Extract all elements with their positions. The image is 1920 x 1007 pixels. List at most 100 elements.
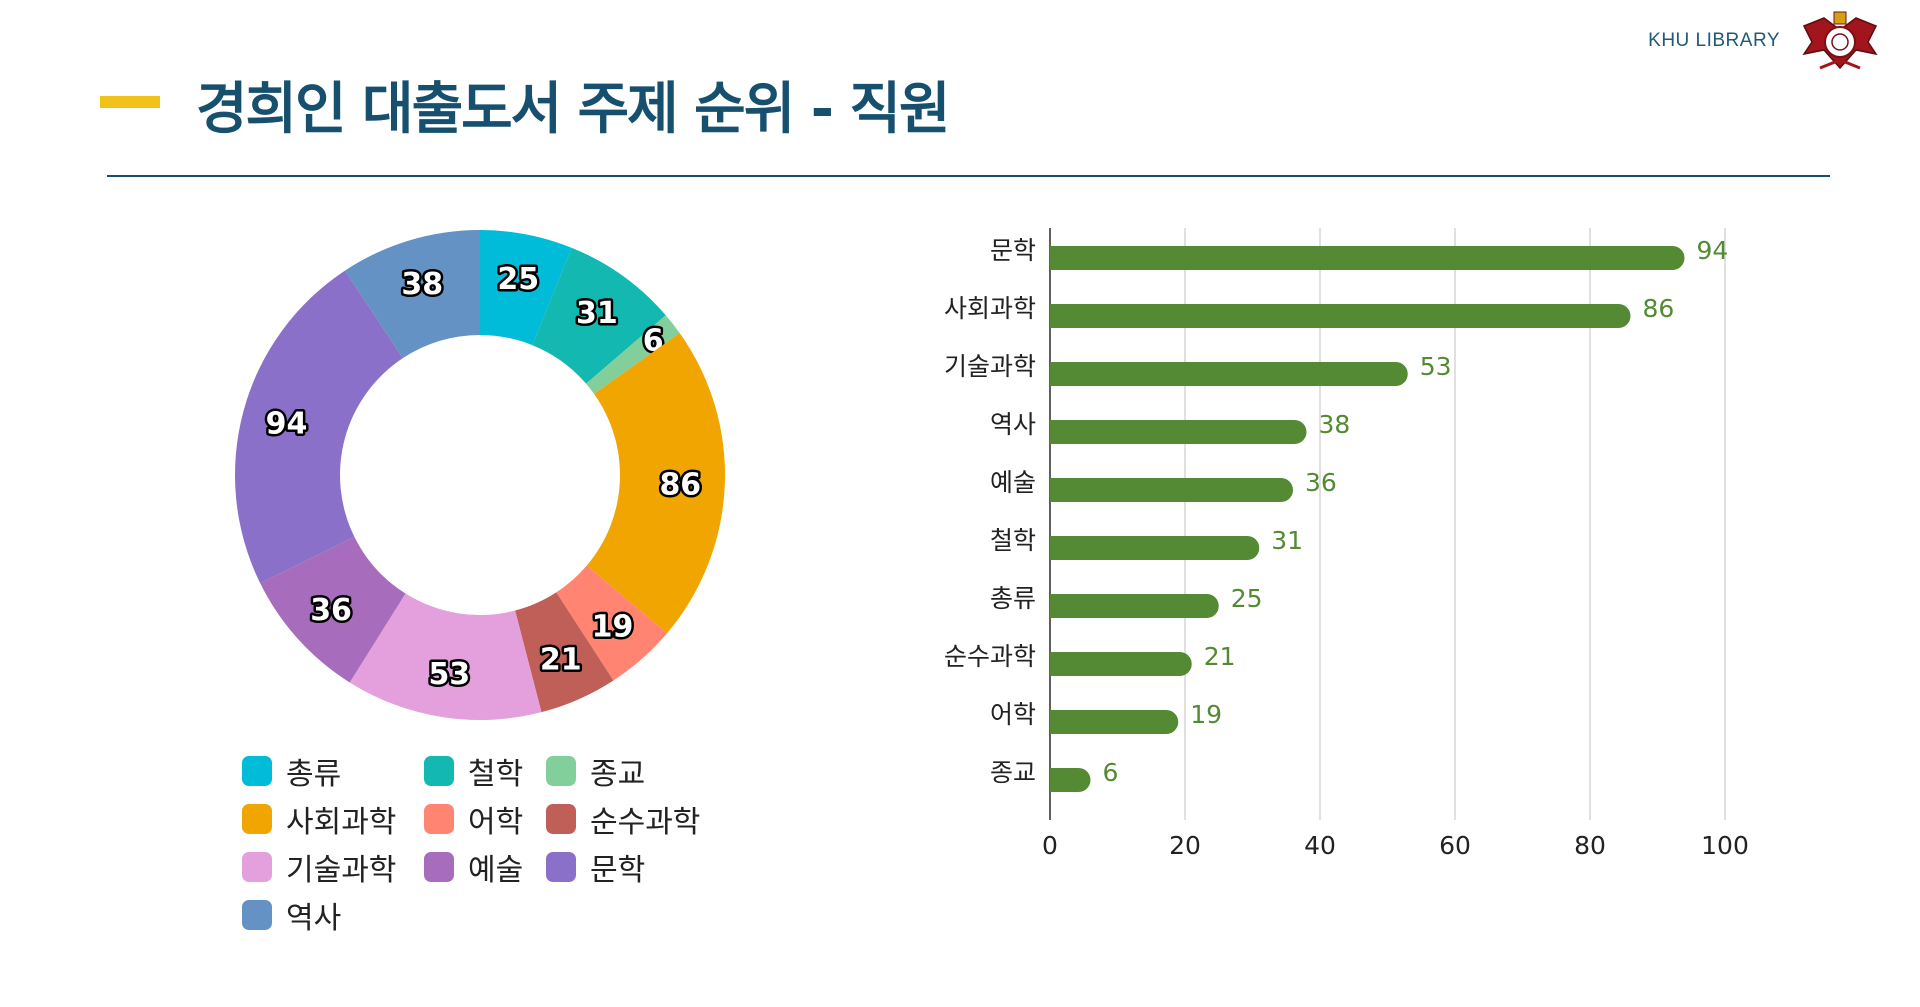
legend-swatch — [424, 756, 454, 786]
bar-base — [1050, 710, 1064, 734]
legend-item: 종교 — [546, 752, 726, 792]
bar — [1050, 652, 1192, 676]
donut-slice — [532, 247, 666, 384]
legend-label: 역사 — [286, 901, 342, 936]
bar-value-label: 53 — [1420, 352, 1452, 381]
library-crest-logo — [1802, 11, 1878, 70]
legend-label: 사회과학 — [286, 805, 397, 840]
bar — [1050, 594, 1219, 618]
x-tick-label: 100 — [1701, 831, 1749, 860]
legend-item: 총류 — [242, 752, 424, 792]
donut-slice — [349, 593, 542, 720]
bar-value-label: 86 — [1643, 294, 1675, 323]
legend-item: 순수과학 — [546, 800, 726, 840]
bar-value-label: 36 — [1305, 468, 1337, 497]
legend-item: 철학 — [424, 752, 546, 792]
x-tick-label: 60 — [1439, 831, 1471, 860]
bar-value-label: 31 — [1271, 526, 1303, 555]
donut-slice — [480, 230, 572, 346]
x-tick-label: 80 — [1574, 831, 1606, 860]
bar — [1050, 304, 1631, 328]
bar-value-label: 6 — [1103, 758, 1119, 787]
bar-base — [1050, 304, 1064, 328]
x-tick-label: 20 — [1169, 831, 1201, 860]
page-title: 경희인 대출도서 주제 순위 - 직원 — [196, 77, 950, 142]
legend-label: 어학 — [468, 805, 524, 840]
donut-data-label: 86 — [659, 467, 701, 502]
bar-value-label: 21 — [1204, 642, 1236, 671]
bar-base — [1050, 652, 1064, 676]
category-label: 사회과학 — [944, 294, 1036, 323]
bar-base — [1050, 594, 1064, 618]
bar-base — [1050, 768, 1064, 792]
donut-data-label: 36 — [310, 593, 352, 628]
bar-base — [1050, 420, 1064, 444]
category-label: 역사 — [990, 410, 1036, 439]
category-label: 종교 — [990, 758, 1036, 787]
legend-item: 역사 — [242, 896, 424, 936]
legend-swatch — [424, 852, 454, 882]
donut-slice — [586, 332, 725, 634]
bar-base — [1050, 246, 1064, 270]
bar — [1050, 710, 1179, 734]
x-tick-label: 40 — [1304, 831, 1336, 860]
bar — [1050, 478, 1293, 502]
bar-base — [1050, 362, 1064, 386]
category-label: 문학 — [990, 236, 1036, 265]
legend-label: 순수과학 — [590, 805, 701, 840]
legend-label: 종교 — [590, 757, 646, 792]
bar — [1050, 536, 1260, 560]
bar — [1050, 246, 1685, 270]
donut-data-label: 19 — [592, 609, 634, 644]
category-label: 기술과학 — [944, 352, 1036, 381]
category-label: 순수과학 — [944, 642, 1036, 671]
legend-swatch — [242, 900, 272, 930]
bar — [1050, 420, 1307, 444]
category-label: 예술 — [990, 468, 1036, 497]
donut-data-label: 31 — [576, 296, 618, 331]
bar-value-label: 25 — [1231, 584, 1263, 613]
header-divider — [107, 175, 1830, 177]
category-label: 철학 — [990, 526, 1036, 555]
legend-label: 기술과학 — [286, 853, 397, 888]
legend-swatch — [242, 756, 272, 786]
legend-label: 예술 — [468, 853, 524, 888]
legend-swatch — [424, 804, 454, 834]
legend-label: 총류 — [286, 757, 342, 792]
bar-base — [1050, 536, 1064, 560]
legend-label: 철학 — [468, 757, 524, 792]
donut-data-label: 25 — [497, 262, 539, 297]
legend-swatch — [546, 756, 576, 786]
donut-legend: 총류 철학 종교 사회과학 어학 순수과학 기술과학 예술 문학 역사 — [242, 752, 762, 936]
legend-item: 문학 — [546, 848, 726, 888]
brand-name: KHU LIBRARY — [1648, 30, 1780, 51]
legend-item: 어학 — [424, 800, 546, 840]
category-label: 어학 — [990, 700, 1036, 729]
donut-slice — [234, 270, 403, 584]
bar-chart: 0 20 40 60 80 100 문학 94 사회과학 86 기술과학 53 역사 38 예술 36 철학 31… — [944, 228, 1749, 860]
donut-data-label: 94 — [266, 406, 308, 441]
bar-value-label: 94 — [1697, 236, 1729, 265]
legend-swatch — [546, 804, 576, 834]
donut-slice — [344, 230, 480, 359]
bar-value-label: 19 — [1190, 700, 1222, 729]
legend-item: 예술 — [424, 848, 546, 888]
bar-value-label: 38 — [1319, 410, 1351, 439]
legend-label: 문학 — [590, 853, 646, 888]
donut-slice — [586, 315, 680, 394]
title-accent-bar — [100, 96, 160, 108]
donut-slice — [556, 565, 667, 681]
donut-slice — [515, 592, 614, 713]
donut-slice — [260, 536, 406, 683]
legend-swatch — [546, 852, 576, 882]
legend-swatch — [242, 804, 272, 834]
bar — [1050, 362, 1408, 386]
donut-data-label: 38 — [401, 267, 443, 302]
donut-data-label: 21 — [540, 642, 582, 677]
bar-base — [1050, 478, 1064, 502]
category-label: 총류 — [990, 584, 1036, 613]
legend-swatch — [242, 852, 272, 882]
donut-data-label: 53 — [428, 657, 470, 692]
legend-item: 사회과학 — [242, 800, 424, 840]
